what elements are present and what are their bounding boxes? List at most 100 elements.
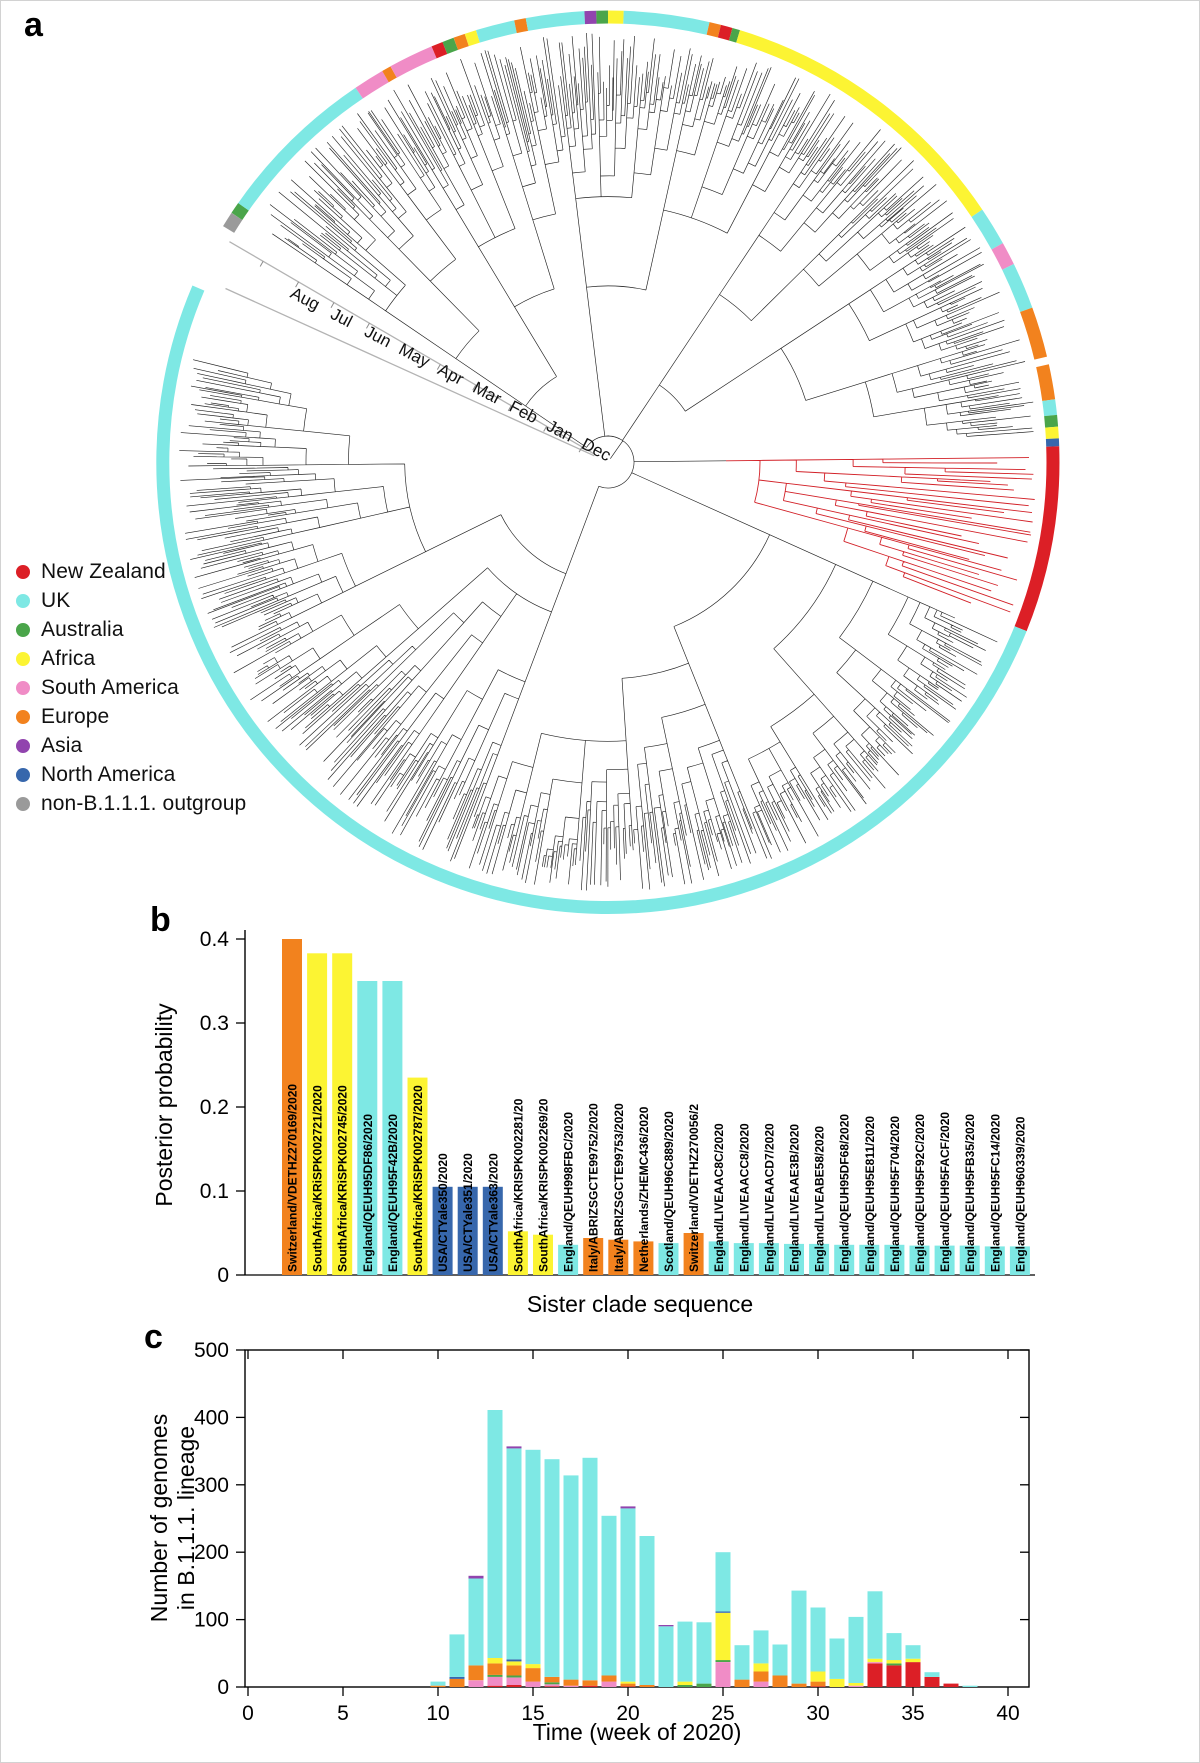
legend-dot-australia [16, 622, 30, 637]
ring-segment-outgroup [223, 212, 243, 233]
segment-new_zealand [506, 1685, 522, 1687]
c-x-tick-label: 40 [996, 1702, 1019, 1725]
segment-africa [506, 1661, 522, 1666]
segment-europe [430, 1685, 446, 1687]
region-ring [156, 10, 1060, 914]
stacked-bar-week-11 [449, 1634, 465, 1687]
segment-north_america [506, 1659, 522, 1662]
segment-africa [810, 1671, 826, 1682]
legend-label: South America [41, 675, 179, 699]
stacked-bar-week-34 [886, 1633, 902, 1687]
posterior-bar-europe [608, 1239, 629, 1275]
segment-uk [544, 1459, 560, 1677]
c-x-tick-label: 10 [426, 1702, 449, 1725]
ring-segment-australia [442, 37, 459, 55]
sequence-label: SouthAfrica/KRiSPK002787/2020 [411, 1085, 425, 1272]
segment-north_america [715, 1611, 731, 1613]
segment-south_america [715, 1662, 731, 1687]
segment-uk [734, 1645, 750, 1680]
c-x-tick-label: 25 [711, 1702, 734, 1725]
segment-europe [525, 1668, 541, 1682]
segment-africa [715, 1612, 731, 1661]
stacked-bar-week-18 [582, 1457, 598, 1687]
posterior-bar-uk [733, 1243, 754, 1275]
ring-segment-new_zealand [717, 24, 733, 41]
segment-europe [563, 1679, 579, 1686]
stacked-bar-week-25 [715, 1552, 731, 1687]
segment-africa [525, 1664, 541, 1669]
segment-europe [791, 1683, 807, 1687]
posterior-bar-uk [909, 1245, 930, 1275]
month-label: Dec [579, 434, 615, 465]
stacked-bar-week-16 [544, 1459, 560, 1687]
ring-segment-europe [1020, 307, 1048, 360]
segment-south_america [506, 1677, 522, 1685]
segment-africa [867, 1658, 883, 1663]
b-y-tick-label: 0.3 [200, 1012, 229, 1035]
month-tick [295, 281, 300, 288]
segment-north_america [449, 1676, 465, 1679]
segment-australia [677, 1685, 693, 1687]
panel-c-label: c [144, 1318, 163, 1356]
segment-uk [430, 1681, 446, 1686]
month-tick [472, 384, 477, 391]
stacked-bar-week-37 [943, 1683, 959, 1687]
segment-new_zealand [867, 1663, 883, 1687]
sequence-label: England/LIVEAACC8/2020 [737, 1123, 751, 1272]
c-plot-box [244, 1349, 1030, 1688]
segment-uk [563, 1475, 579, 1680]
posterior-bar-africa [533, 1234, 553, 1275]
segment-uk [962, 1685, 978, 1687]
segment-europe [506, 1665, 522, 1676]
segment-south_america [601, 1681, 617, 1687]
segment-europe [449, 1678, 465, 1687]
legend-label: New Zealand [41, 559, 166, 583]
ring-segment-europe [453, 33, 469, 50]
stacked-bar-week-21 [639, 1536, 655, 1687]
stacked-bar-week-28 [772, 1644, 788, 1687]
ring-segment-new_zealand [431, 41, 448, 59]
c-x-axis-title: Time (week of 2020) [533, 1719, 742, 1745]
segment-uk [677, 1621, 693, 1682]
sequence-label: Italy/ABRIZSGCTE99753/2020 [612, 1103, 626, 1272]
ring-segment-uk [476, 20, 517, 43]
segment-new_zealand [620, 1686, 636, 1687]
stacked-bar-week-38 [962, 1685, 978, 1687]
c-x-tick-label: 5 [337, 1702, 349, 1725]
ring-segment-uk [156, 285, 1027, 914]
month-tick [401, 343, 406, 350]
ring-segment-europe [514, 18, 529, 34]
segment-new_zealand [487, 1685, 503, 1687]
stacked-bar-week-33 [867, 1591, 883, 1687]
segment-asia [468, 1575, 484, 1579]
posterior-bar-africa [407, 1077, 428, 1275]
legend-dot-europe [16, 709, 30, 724]
stacked-bar-week-32 [848, 1616, 864, 1687]
month-tick [366, 322, 370, 329]
c-y-tick-label: 500 [194, 1339, 229, 1362]
ring-segment-australia [231, 203, 249, 221]
segment-australia [487, 1674, 503, 1677]
posterior-bar-north_america [432, 1186, 453, 1275]
stacked-bar-week-24 [696, 1622, 712, 1687]
segment-europe [620, 1683, 636, 1687]
stacked-bar-week-12 [468, 1575, 484, 1687]
legend-item-outgroup: non-B.1.1.1. outgroup [16, 789, 246, 818]
segment-africa [848, 1683, 864, 1686]
posterior-bar-africa [332, 953, 353, 1275]
sequence-label: England/QEUH998FBC/2020 [562, 1112, 576, 1272]
legend-item-australia: Australia [16, 615, 246, 644]
ring-segment-new_zealand [1014, 446, 1060, 632]
segment-uk [658, 1626, 674, 1687]
month-tick [507, 405, 512, 412]
sequence-label: SouthAfrica/KRiSPK002745/2020 [336, 1085, 350, 1272]
c-x-tick-label: 30 [806, 1702, 829, 1725]
legend-label: Africa [41, 646, 96, 670]
posterior-bar-europe [282, 939, 302, 1275]
ring-segment-europe [382, 66, 397, 83]
b-y-tick-label: 0.1 [200, 1180, 229, 1203]
segment-uk [867, 1591, 883, 1659]
